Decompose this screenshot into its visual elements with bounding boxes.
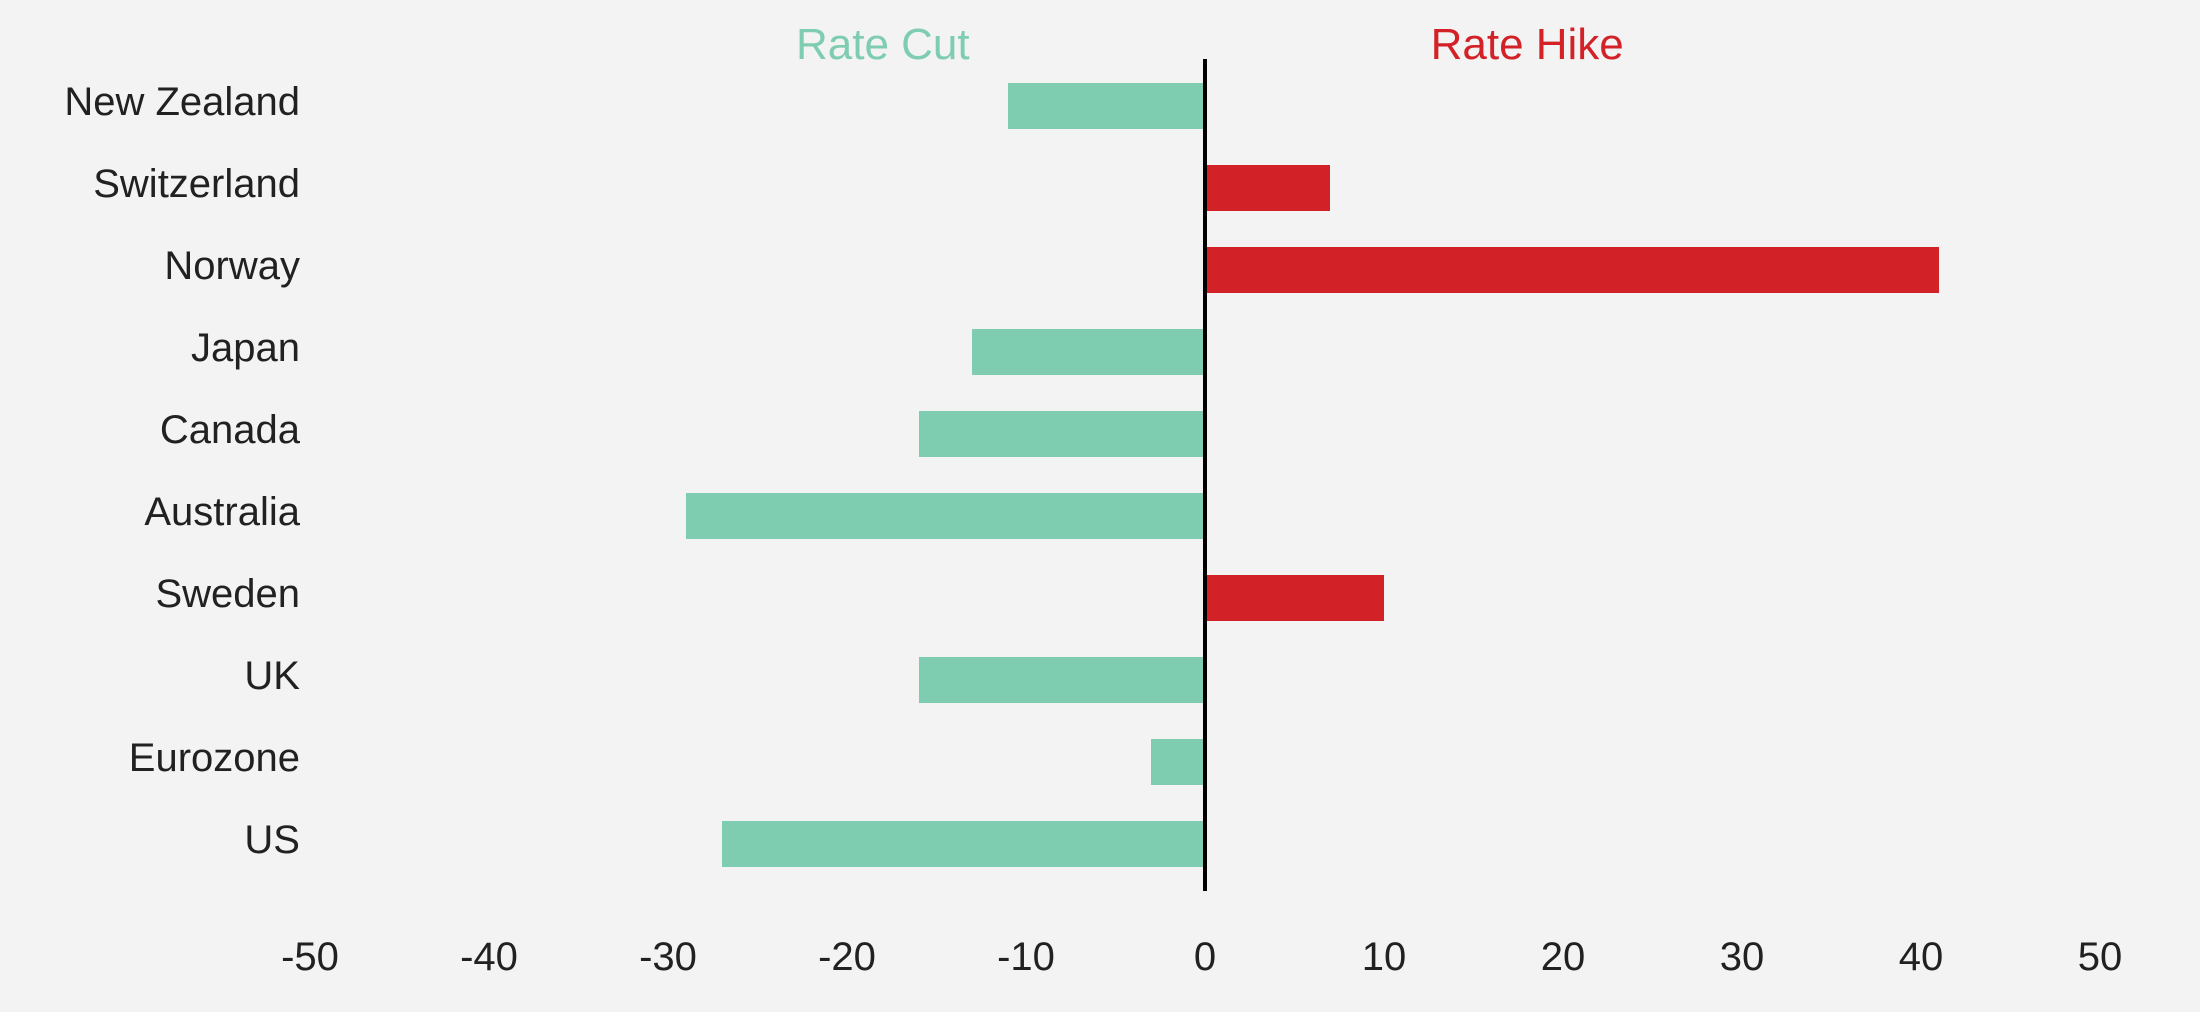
x-tick--20: -20 (787, 935, 907, 980)
bar-us (722, 821, 1205, 866)
bar-norway (1205, 247, 1939, 292)
y-label-sweden: Sweden (0, 572, 300, 617)
plot-area (310, 65, 2100, 885)
zero-axis-line (1203, 59, 1207, 891)
x-tick--40: -40 (429, 935, 549, 980)
bar-eurozone (1151, 739, 1205, 784)
x-tick-10: 10 (1324, 935, 1444, 980)
x-tick-40: 40 (1861, 935, 1981, 980)
bar-switzerland (1205, 165, 1330, 210)
bar-new-zealand (1008, 83, 1205, 128)
y-label-uk: UK (0, 654, 300, 699)
x-tick-20: 20 (1503, 935, 1623, 980)
bar-japan (972, 329, 1205, 374)
y-label-new-zealand: New Zealand (0, 80, 300, 125)
y-label-eurozone: Eurozone (0, 736, 300, 781)
y-label-norway: Norway (0, 244, 300, 289)
legend-rate-hike: Rate Hike (1387, 20, 1667, 70)
bar-uk (919, 657, 1205, 702)
x-tick--10: -10 (966, 935, 1086, 980)
x-tick-50: 50 (2040, 935, 2160, 980)
y-label-switzerland: Switzerland (0, 162, 300, 207)
legend-rate-cut: Rate Cut (743, 20, 1023, 70)
y-label-japan: Japan (0, 326, 300, 371)
y-label-us: US (0, 818, 300, 863)
x-tick--50: -50 (250, 935, 370, 980)
x-tick--30: -30 (608, 935, 728, 980)
x-tick-30: 30 (1682, 935, 1802, 980)
rate-change-chart: New Zealand Switzerland Norway Japan Canada A… (0, 0, 2200, 1012)
bar-sweden (1205, 575, 1384, 620)
bar-australia (686, 493, 1205, 538)
bar-canada (919, 411, 1205, 456)
y-label-australia: Australia (0, 490, 300, 535)
y-label-canada: Canada (0, 408, 300, 453)
x-tick-0: 0 (1145, 935, 1265, 980)
